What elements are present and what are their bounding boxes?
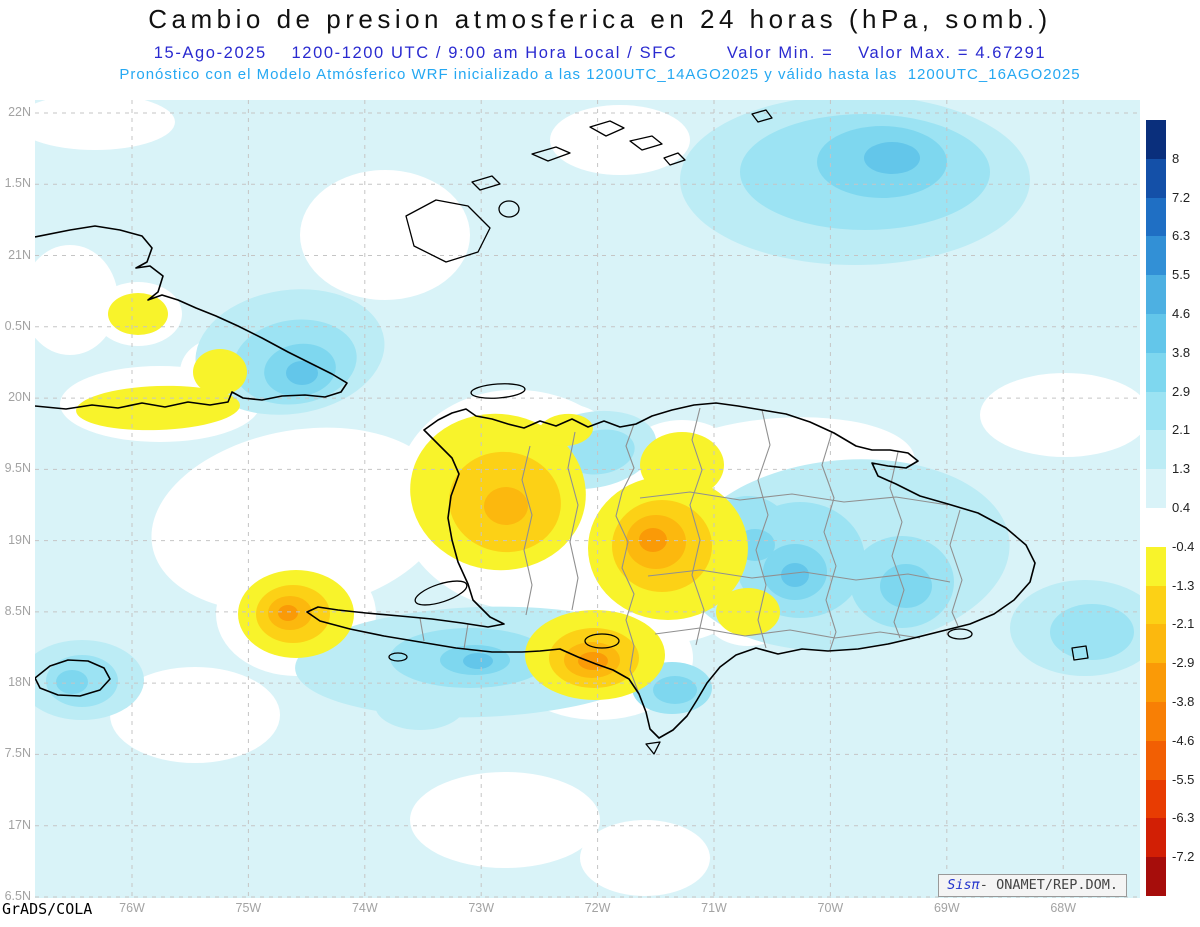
lat-tick-label: 22N xyxy=(8,105,31,119)
lat-tick-label: 1.5N xyxy=(4,176,31,191)
lon-tick-label: 75W xyxy=(235,901,262,915)
colorbar-tick-label: -5.5 xyxy=(1172,771,1195,787)
colorbar-segment xyxy=(1146,158,1166,198)
colorbar-tick-label: -2.1 xyxy=(1172,616,1195,632)
colorbar-segment xyxy=(1146,818,1166,858)
small-islands xyxy=(388,109,1089,755)
colorbar-segment xyxy=(1146,313,1166,353)
lon-tick-label: 73W xyxy=(468,901,495,915)
colorbar-segment xyxy=(1146,624,1166,664)
lon-tick-label: 70W xyxy=(817,901,844,915)
lat-tick-label: 0.5N xyxy=(4,318,31,333)
colorbar-tick-label: 0.4 xyxy=(1172,500,1191,515)
colorbar-tick-label: 3.8 xyxy=(1172,344,1191,360)
lon-tick-label: 72W xyxy=(584,901,611,915)
stamp-separator: - xyxy=(979,877,988,893)
colorbar-tick-label: -3.8 xyxy=(1172,694,1195,709)
colorbar-tick-label: 8 xyxy=(1172,150,1180,166)
colorbar-tick-label: -2.9 xyxy=(1172,655,1195,671)
colorbar-segment xyxy=(1146,236,1166,276)
colorbar-tick-label: 6.3 xyxy=(1172,228,1191,244)
colorbar-tick-label: 2.1 xyxy=(1172,422,1191,438)
admin-borders xyxy=(419,407,963,695)
colorbar-tick-label: -1.3 xyxy=(1172,577,1195,593)
lat-tick-label: 18N xyxy=(8,675,31,690)
cuba-coastline xyxy=(35,225,348,410)
jamaica-coastline xyxy=(35,659,111,697)
colorbar-segment xyxy=(1146,740,1166,780)
colorbar-tick-label: 5.5 xyxy=(1172,267,1191,283)
chart-subtitle: 15-Ago-2025 1200-1200 UTC / 9:00 am Hora… xyxy=(153,44,1047,62)
pressure-field xyxy=(35,100,1140,898)
colorbar-tick-label: -6.3 xyxy=(1172,810,1195,826)
colorbar-segment xyxy=(1146,430,1166,470)
coastlines xyxy=(35,109,1089,755)
colorbar-tick-label: 7.2 xyxy=(1172,189,1191,205)
colorbar-tick-label: 1.3 xyxy=(1172,461,1191,477)
colorbar-segment xyxy=(1146,275,1166,314)
hispaniola-coastline xyxy=(306,402,1036,739)
lat-tick-label: 8.5N xyxy=(4,603,31,618)
colorbar-tick-label: 4.6 xyxy=(1172,306,1191,321)
stamp-system-label: Sisπ xyxy=(947,877,980,893)
colorbar-segment xyxy=(1146,779,1166,819)
colorbar-segment xyxy=(1146,701,1166,741)
lat-tick-label: 19N xyxy=(8,532,31,547)
colorbar-segment xyxy=(1146,391,1166,431)
chart-forecast-line: Pronóstico con el Modelo Atmósferico WRF… xyxy=(119,66,1081,83)
lat-tick-label: 17N xyxy=(8,817,31,832)
lat-tick-label: 21N xyxy=(8,247,31,262)
chart-title: Cambio de presion atmosferica en 24 hora… xyxy=(148,4,1052,34)
colorbar xyxy=(1146,120,1166,896)
colorbar-segment xyxy=(1146,120,1166,159)
lon-tick-label: 74W xyxy=(351,901,378,915)
lon-tick-label: 68W xyxy=(1050,901,1077,915)
colorbar-tick-label: 2.9 xyxy=(1172,383,1191,399)
lat-tick-label: 9.5N xyxy=(4,461,31,476)
colorbar-segment xyxy=(1146,857,1166,896)
colorbar-segment xyxy=(1146,469,1166,508)
grads-credit: GrADS/COLA xyxy=(2,900,93,918)
lat-tick-label: 6.5N xyxy=(4,888,31,903)
lon-tick-label: 69W xyxy=(933,901,960,915)
colorbar-segment xyxy=(1146,663,1166,702)
lat-tick-label: 7.5N xyxy=(4,746,31,761)
graticule xyxy=(35,100,1140,898)
colorbar-segment xyxy=(1146,585,1166,625)
stamp-org-label: ONAMET/REP.DOM. xyxy=(996,877,1118,893)
lat-tick-label: 20N xyxy=(8,390,31,405)
colorbar-segment xyxy=(1146,197,1166,237)
lon-tick-label: 76W xyxy=(119,901,145,915)
colorbar-tick-label: -7.2 xyxy=(1172,849,1195,865)
colorbar-segment xyxy=(1146,546,1166,586)
colorbar-tick-label: -0.4 xyxy=(1172,538,1195,554)
onamet-stamp: Sisπ- ONAMET/REP.DOM. xyxy=(938,874,1127,897)
lon-tick-label: 71W xyxy=(701,901,727,915)
colorbar-tick-label: -4.6 xyxy=(1172,732,1195,748)
colorbar-segment xyxy=(1146,507,1166,547)
colorbar-segment xyxy=(1146,352,1166,392)
